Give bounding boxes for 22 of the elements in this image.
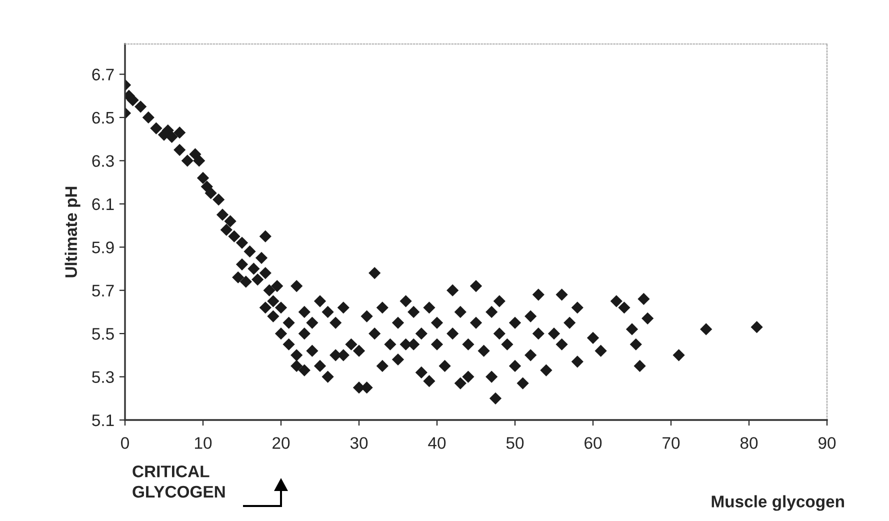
y-tick-label: 6.1 bbox=[92, 198, 114, 210]
x-tick-label: 70 bbox=[662, 437, 680, 449]
y-axis-title: Ultimate pH bbox=[64, 186, 80, 278]
x-tick-label: 50 bbox=[506, 437, 524, 449]
x-tick-label: 30 bbox=[350, 437, 368, 449]
y-tick-label: 5.9 bbox=[92, 242, 114, 254]
y-tick-label: 5.7 bbox=[92, 284, 114, 297]
x-tick-label: 10 bbox=[195, 437, 212, 449]
y-tick-label: 6.5 bbox=[92, 112, 114, 124]
x-tick-label: 20 bbox=[272, 437, 290, 449]
y-tick-label: 5.5 bbox=[92, 328, 114, 340]
x-axis-title: Muscle glycogen bbox=[712, 495, 844, 511]
y-tick-label: 5.1 bbox=[92, 414, 114, 426]
x-tick-label: 80 bbox=[740, 437, 758, 449]
text: CRITICAL GLYCOGEN bbox=[132, 466, 225, 498]
x-tick-label: 40 bbox=[428, 437, 446, 449]
y-tick-label: 6.3 bbox=[92, 155, 114, 167]
y-tick-label: 6.7 bbox=[92, 68, 114, 80]
x-tick-label: 0 bbox=[121, 437, 129, 449]
x-tick-label: 60 bbox=[584, 437, 602, 449]
x-tick-label: 90 bbox=[818, 437, 836, 449]
y-tick-label: 5.3 bbox=[92, 371, 114, 383]
